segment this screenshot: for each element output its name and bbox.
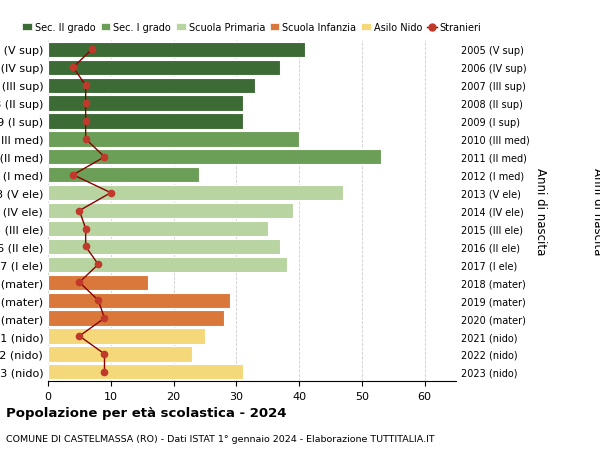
Y-axis label: Anni di nascita: Anni di nascita <box>534 168 547 255</box>
Bar <box>48 61 280 76</box>
Bar <box>48 78 255 94</box>
Bar <box>48 257 287 272</box>
Bar <box>48 221 268 237</box>
Bar <box>48 43 305 58</box>
Bar <box>48 132 299 147</box>
Bar <box>48 347 193 362</box>
Bar <box>48 185 343 201</box>
Bar <box>48 96 242 112</box>
Legend: Sec. II grado, Sec. I grado, Scuola Primaria, Scuola Infanzia, Asilo Nido, Stran: Sec. II grado, Sec. I grado, Scuola Prim… <box>22 23 482 33</box>
Bar <box>48 168 199 183</box>
Bar <box>48 275 148 290</box>
Bar <box>48 329 205 344</box>
Text: Anni di nascita: Anni di nascita <box>590 168 600 255</box>
Bar <box>48 293 230 308</box>
Bar <box>48 311 224 326</box>
Bar <box>48 114 242 129</box>
Text: COMUNE DI CASTELMASSA (RO) - Dati ISTAT 1° gennaio 2024 - Elaborazione TUTTITALI: COMUNE DI CASTELMASSA (RO) - Dati ISTAT … <box>6 434 434 443</box>
Text: Popolazione per età scolastica - 2024: Popolazione per età scolastica - 2024 <box>6 406 287 419</box>
Bar <box>48 150 380 165</box>
Bar <box>48 239 280 254</box>
Bar <box>48 203 293 219</box>
Bar <box>48 364 242 380</box>
